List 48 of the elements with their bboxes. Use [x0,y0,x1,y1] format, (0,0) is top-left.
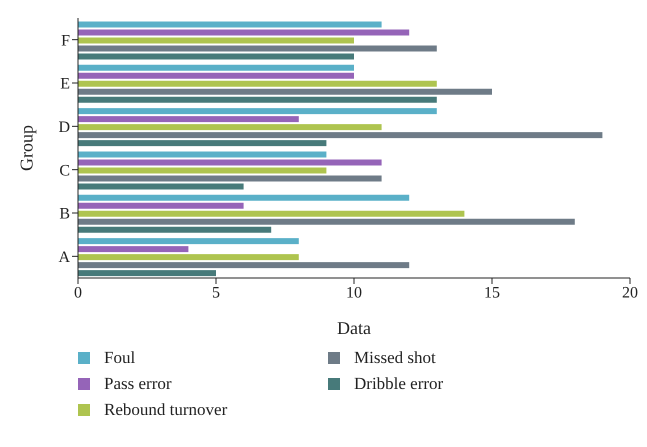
x-axis-title: Data [337,318,371,338]
bar [78,116,299,122]
bar [78,238,299,244]
bar [78,270,216,276]
bar [78,246,188,252]
x-tick-label: 20 [622,284,638,302]
bar [78,132,602,138]
x-tick-label: 15 [484,284,500,302]
bar [78,226,272,233]
bar [78,37,354,44]
legend-label: Dribble error [354,374,444,394]
bar [78,183,244,190]
bar [78,140,326,146]
bar [78,194,410,201]
y-tick-label: B [59,206,70,223]
bar [78,21,382,28]
bar [78,254,299,260]
legend-label: Missed shot [354,348,436,368]
bar [78,151,326,158]
bar [78,124,382,130]
bar [78,53,354,60]
bar [78,29,410,36]
bar [78,64,354,71]
bar [78,108,437,114]
bar [78,159,382,166]
y-tick-label: C [59,162,70,180]
x-tick-label: 0 [74,284,82,302]
y-tick-label: F [61,32,70,50]
bar [78,80,437,87]
y-tick-label: A [58,249,70,266]
bar [78,210,464,217]
bar [78,88,492,95]
bar [78,218,575,225]
legend-label: Rebound turnover [104,400,228,420]
y-tick-label: E [60,76,70,93]
legend-label: Pass error [104,374,172,394]
legend-label: Foul [104,348,136,368]
x-tick-label: 5 [212,284,220,302]
bar [78,72,354,79]
y-tick-label: D [58,119,70,136]
bar [78,96,437,103]
bar [78,45,437,52]
y-axis-title: Group [16,125,36,171]
x-tick-label: 10 [346,284,362,302]
bar [78,262,410,268]
bar [78,202,244,209]
bar [78,175,382,182]
bar [78,167,326,174]
